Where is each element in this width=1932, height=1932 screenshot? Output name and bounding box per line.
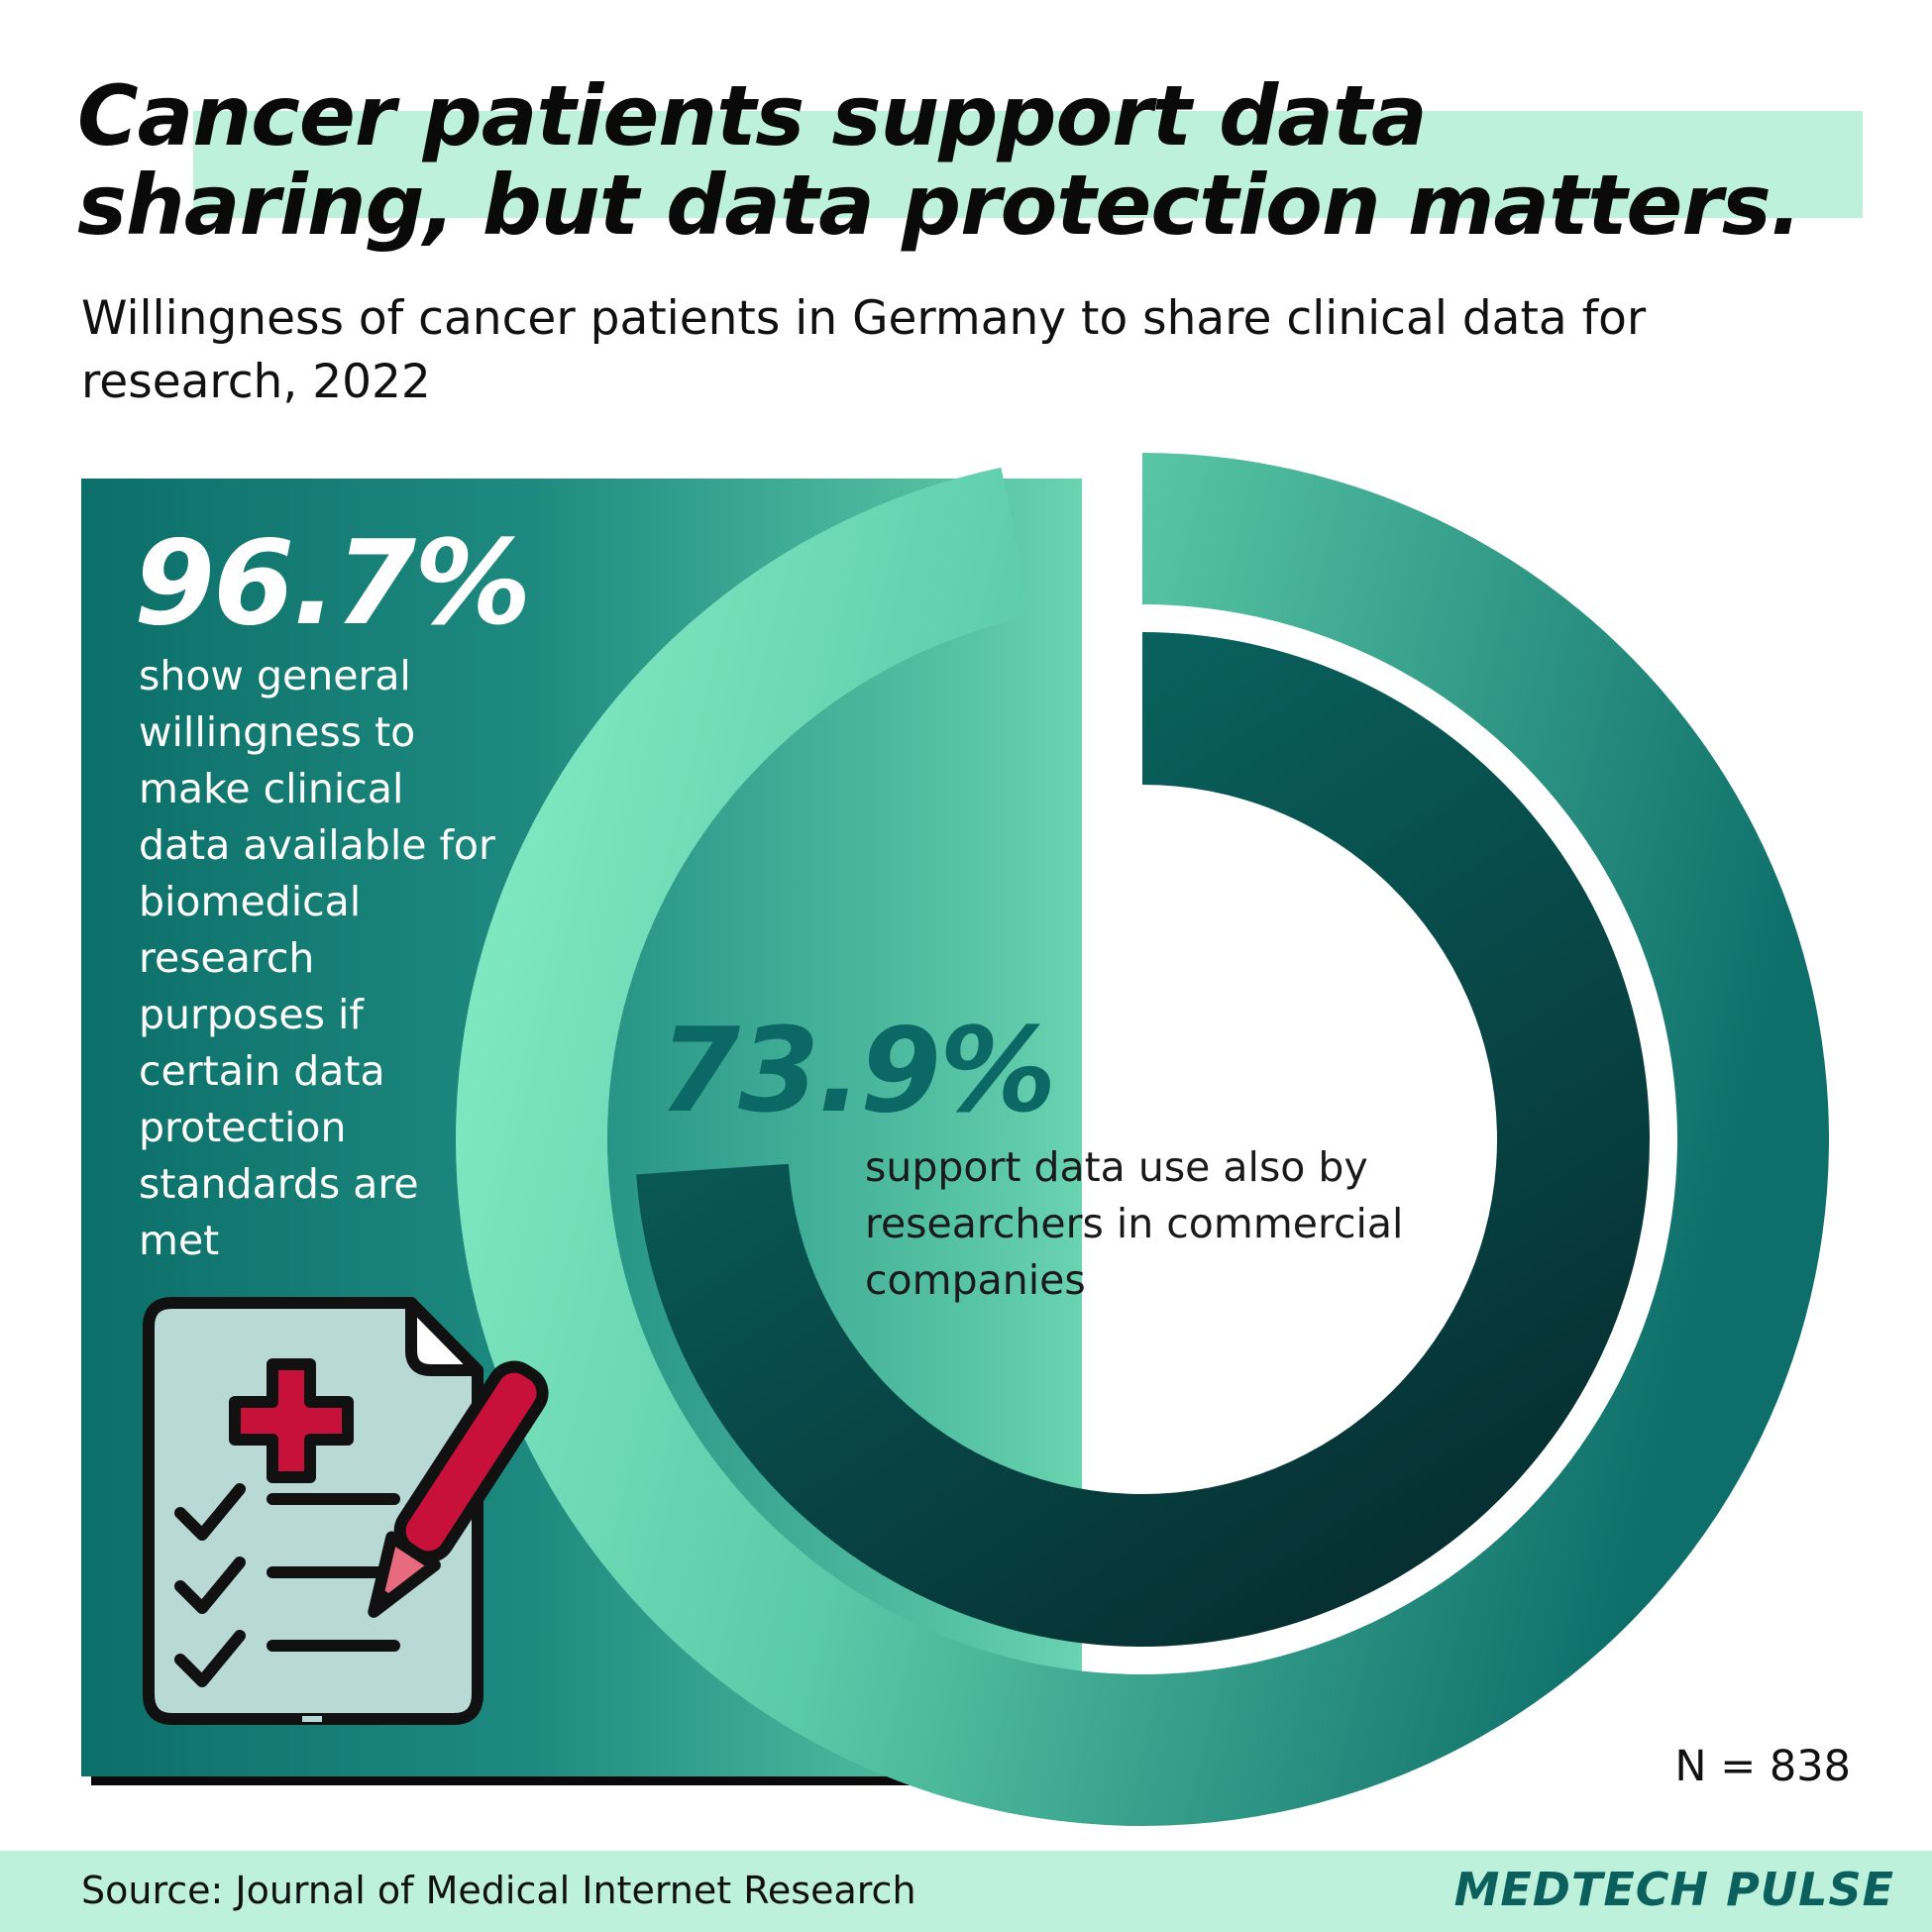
sample-size-label: N = 838	[1674, 1742, 1851, 1791]
page-title: Cancer patients support data sharing, bu…	[77, 67, 1802, 254]
brand-logo: MEDTECH PULSE	[1453, 1863, 1894, 1916]
page-subtitle: Willingness of cancer patients in German…	[81, 291, 1647, 409]
stat-73-9-description: support data use also by researchers in …	[865, 1143, 1404, 1304]
footer-bar	[0, 1851, 1932, 1932]
inner-ring-segment	[636, 632, 1651, 1647]
stat-96-7-description: show general willingness to make clinica…	[139, 652, 495, 1264]
medical-clipboard-icon	[143, 1297, 549, 1725]
stat-96-7-value: 96.7%	[134, 514, 531, 651]
source-label: Source: Journal of Medical Internet Rese…	[81, 1869, 916, 1912]
stat-73-9-value: 73.9%	[659, 1002, 1056, 1138]
title-highlight	[193, 111, 1863, 218]
